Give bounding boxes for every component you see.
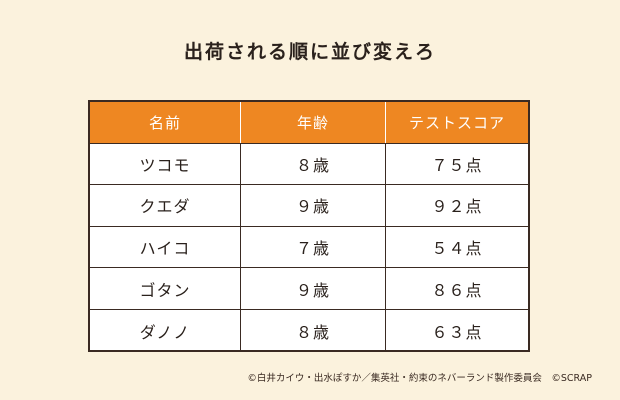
table-row: ダノノ ８歳 ６３点 xyxy=(90,309,528,352)
age-cell: ８歳 xyxy=(241,143,386,185)
score-cell: ９２点 xyxy=(431,197,483,217)
score-cell: ８６点 xyxy=(431,280,483,300)
name-cell: ハイコ xyxy=(90,226,241,268)
name-cell: クエダ xyxy=(90,185,241,226)
age-cell: ９歳 xyxy=(241,185,386,226)
column-header-score: テストスコア xyxy=(408,113,505,132)
score-table: 名前 年齢 テストスコア ツコモ ８歳 ７５点 クエダ ９歳 ９２点 ハイコ ７… xyxy=(88,100,530,352)
column-header-name: 名前 xyxy=(90,102,241,143)
age-cell: ８歳 xyxy=(241,309,386,352)
page-title: 出荷される順に並び変えろ xyxy=(183,41,436,63)
score-cell: ６３点 xyxy=(431,322,483,342)
name-cell: ツコモ xyxy=(90,143,241,185)
name-cell: ゴタン xyxy=(90,268,241,309)
score-cell: ７５点 xyxy=(431,155,483,175)
table-row: クエダ ９歳 ９２点 xyxy=(90,185,528,227)
copyright-credit: ©白井カイウ・出水ぽすか／集英社・約束のネバーランド製作委員会 ©SCRAP xyxy=(247,373,592,384)
name-cell: ダノノ xyxy=(90,309,241,352)
age-cell: ９歳 xyxy=(241,268,386,309)
score-cell: ５４点 xyxy=(431,239,483,259)
table-header-row: 名前 年齢 テストスコア xyxy=(90,102,528,144)
table-row: ツコモ ８歳 ７５点 xyxy=(90,143,528,186)
column-header-age: 年齢 xyxy=(241,102,386,143)
table-row: ゴタン ９歳 ８６点 xyxy=(90,268,528,310)
table-row: ハイコ ７歳 ５４点 xyxy=(90,226,528,269)
age-cell: ７歳 xyxy=(241,226,386,268)
